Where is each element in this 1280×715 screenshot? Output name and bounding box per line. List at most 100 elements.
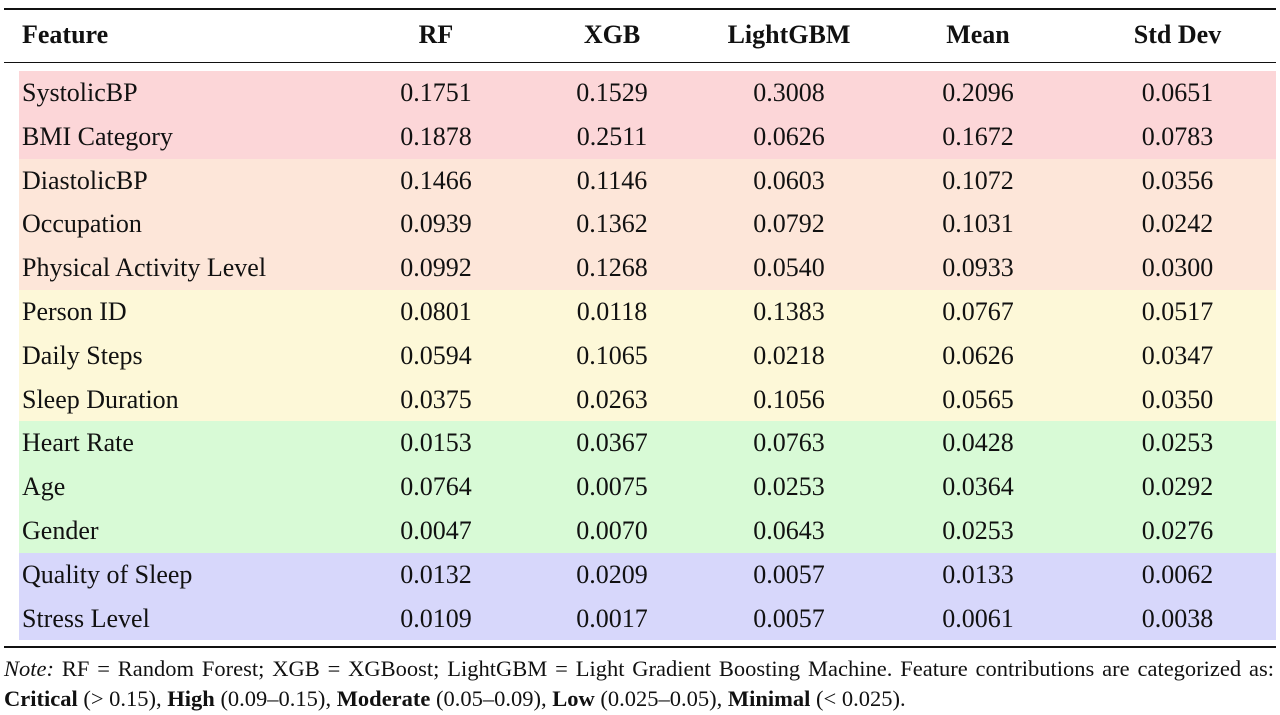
cell-feature: Occupation [22, 209, 142, 239]
note-category-label: Moderate [336, 686, 431, 711]
cell-std-dev: 0.0253 [1141, 428, 1214, 458]
header-mean: Mean [946, 20, 1010, 49]
cell-std-dev: 0.0292 [1141, 472, 1214, 502]
cell-rf: 0.1466 [400, 165, 472, 195]
note-category-label: Low [552, 686, 595, 711]
table-row: BMI Category 0.1878 0.2511 0.0626 0.1672 0.07… [19, 115, 1276, 159]
cell-feature: Heart Rate [22, 428, 134, 458]
band-critical [19, 71, 1276, 159]
table-bottom-rule [4, 646, 1276, 648]
cell-std-dev: 0.0783 [1141, 121, 1214, 151]
table-row: Physical Activity Level 0.0992 0.1268 0.054… [19, 246, 1276, 290]
cell-feature: Age [22, 472, 66, 502]
note-category-separator: , [325, 686, 332, 711]
note-category-separator: , [156, 686, 162, 711]
cell-feature: Daily Steps [22, 340, 143, 370]
cell-lightgbm: 0.0540 [753, 253, 825, 283]
cell-rf: 0.1878 [400, 121, 472, 151]
cell-lightgbm: 0.0643 [753, 516, 825, 545]
note-category-label: Minimal [727, 686, 811, 711]
cell-mean: 0.0364 [942, 472, 1014, 502]
table-row: Stress Level 0.0109 0.0017 0.0057 0.0061 0.00… [19, 597, 1276, 641]
cell-std-dev: 0.0651 [1141, 78, 1214, 107]
table-row: Quality of Sleep 0.0132 0.0209 0.0057 0.0133… [19, 553, 1276, 597]
note-category-range: (0.09–0.15) [220, 686, 326, 711]
table-row: Heart Rate 0.0153 0.0367 0.0763 0.0428 0.0253 [19, 421, 1276, 465]
band-low [19, 421, 1276, 553]
band-minimal [19, 552, 1276, 641]
cell-xgb: 0.0070 [576, 516, 648, 545]
cell-std-dev: 0.0062 [1141, 559, 1214, 589]
cell-feature: SystolicBP [22, 78, 138, 107]
cell-feature: DiastolicBP [22, 165, 148, 195]
cell-std-dev: 0.0347 [1141, 340, 1214, 370]
table-header-row: Feature RF XGB LightGBM Mean Std Dev [4, 13, 1276, 57]
note-category-separator: , [716, 686, 723, 711]
cell-feature: Person ID [22, 297, 127, 326]
cell-lightgbm: 0.1056 [753, 384, 825, 414]
cell-mean: 0.2096 [942, 78, 1014, 107]
table-row: Occupation 0.0939 0.1362 0.0792 0.1031 0.0242 [19, 202, 1276, 246]
band-moderate [19, 290, 1276, 422]
note-category-label: High [167, 686, 215, 711]
cell-std-dev: 0.0300 [1141, 253, 1214, 283]
note-category-range: (< 0.025) [816, 686, 900, 711]
cell-feature: Gender [22, 516, 99, 545]
band-high [19, 158, 1276, 290]
cell-mean: 0.0767 [942, 297, 1014, 326]
header-rf: RF [418, 20, 454, 49]
cell-xgb: 0.1268 [576, 253, 648, 283]
cell-std-dev: 0.0517 [1141, 297, 1214, 326]
header-lightgbm: LightGBM [727, 20, 851, 49]
note-category-label: Critical [4, 686, 78, 711]
cell-feature: Physical Activity Level [22, 253, 267, 283]
cell-mean: 0.0133 [942, 559, 1014, 589]
cell-lightgbm: 0.0253 [753, 472, 825, 502]
cell-rf: 0.0939 [400, 209, 472, 239]
note-category-range: (0.05–0.09) [436, 686, 542, 711]
cell-std-dev: 0.0276 [1141, 516, 1214, 545]
table-note: Note: RF = Random Forest; XGB = XGBoost;… [4, 654, 1274, 714]
table-row: SystolicBP 0.1751 0.1529 0.3008 0.2096 0.0651 [19, 71, 1276, 115]
cell-feature: Sleep Duration [22, 384, 179, 414]
cell-rf: 0.0153 [400, 428, 472, 458]
note-abbreviations: RF = Random Forest; XGB = XGBoost; Light… [61, 656, 893, 681]
cell-lightgbm: 0.0763 [753, 428, 825, 458]
header-xgb: XGB [583, 20, 641, 49]
cell-lightgbm: 0.1383 [753, 297, 825, 326]
cell-lightgbm: 0.0218 [753, 340, 825, 370]
table-row: Gender 0.0047 0.0070 0.0643 0.0253 0.0276 [19, 509, 1276, 553]
cell-rf: 0.0132 [400, 559, 472, 589]
cell-xgb: 0.1529 [576, 78, 648, 107]
cell-mean: 0.1031 [942, 209, 1014, 239]
cell-xgb: 0.1146 [576, 165, 648, 195]
cell-xgb: 0.1065 [576, 340, 648, 370]
cell-lightgbm: 0.3008 [753, 78, 825, 107]
cell-xgb: 0.1362 [576, 209, 648, 239]
note-category-separator: , [541, 686, 547, 711]
cell-rf: 0.0992 [400, 253, 472, 283]
table-top-rule [4, 8, 1276, 10]
note-intro: Feature contributions are categorized as… [900, 656, 1274, 681]
note-category-range: (0.025–0.05) [600, 686, 717, 711]
cell-xgb: 0.0263 [576, 384, 648, 414]
table-row: DiastolicBP 0.1466 0.1146 0.0603 0.1072 0.035… [19, 159, 1276, 203]
cell-mean: 0.0933 [942, 253, 1014, 283]
cell-mean: 0.0428 [942, 428, 1014, 458]
cell-xgb: 0.0209 [576, 559, 648, 589]
table-row: Sleep Duration 0.0375 0.0263 0.1056 0.0565 0.… [19, 378, 1276, 422]
cell-lightgbm: 0.0057 [753, 603, 825, 633]
table-row: Person ID 0.0801 0.0118 0.1383 0.0767 0.0517 [19, 290, 1276, 334]
cell-feature: Stress Level [22, 603, 150, 633]
note-category-range: (> 0.15) [83, 686, 157, 711]
header-feature: Feature [22, 20, 109, 49]
cell-xgb: 0.0017 [576, 603, 648, 633]
cell-feature: BMI Category [22, 121, 173, 151]
cell-lightgbm: 0.0603 [753, 165, 825, 195]
cell-xgb: 0.0075 [576, 472, 648, 502]
cell-mean: 0.0626 [942, 340, 1014, 370]
cell-feature: Quality of Sleep [22, 559, 193, 589]
cell-xgb: 0.0367 [576, 428, 648, 458]
table-row: Daily Steps 0.0594 0.1065 0.0218 0.0626 0.034… [19, 334, 1276, 378]
cell-std-dev: 0.0242 [1141, 209, 1214, 239]
